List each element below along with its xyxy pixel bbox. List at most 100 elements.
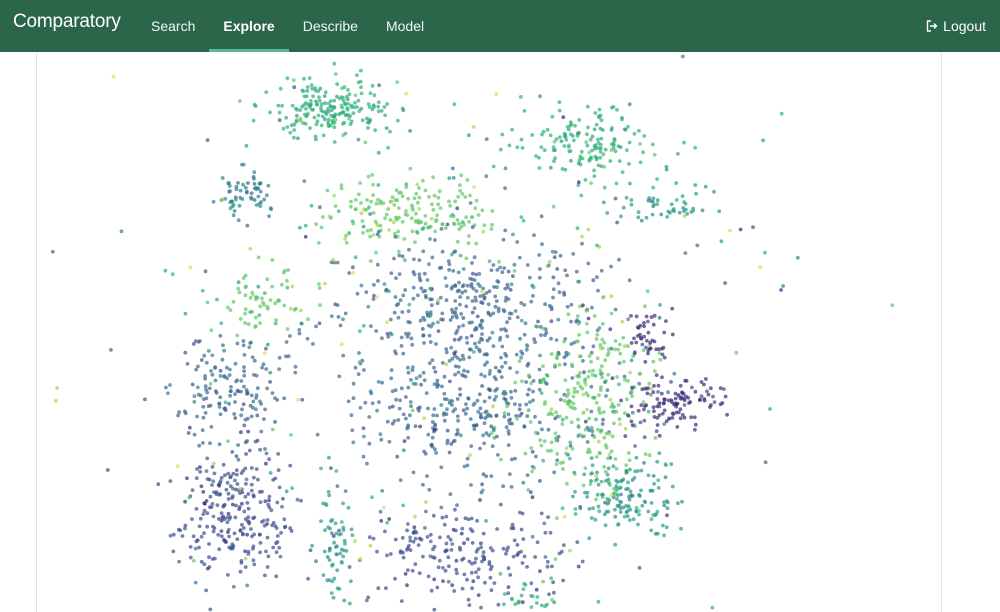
scatter-point[interactable] — [607, 432, 612, 437]
scatter-point[interactable] — [758, 265, 763, 270]
scatter-point[interactable] — [456, 194, 461, 199]
scatter-point[interactable] — [562, 339, 567, 344]
scatter-point[interactable] — [321, 215, 325, 219]
nav-item-describe[interactable]: Describe — [302, 18, 358, 34]
scatter-point[interactable] — [586, 316, 591, 321]
scatter-point[interactable] — [474, 556, 478, 561]
scatter-point[interactable] — [439, 317, 444, 322]
scatter-point[interactable] — [398, 398, 402, 403]
scatter-point[interactable] — [604, 394, 608, 398]
scatter-point[interactable] — [403, 288, 408, 292]
scatter-point[interactable] — [427, 361, 432, 365]
scatter-point[interactable] — [661, 523, 665, 528]
scatter-point[interactable] — [210, 353, 215, 358]
scatter-point[interactable] — [642, 461, 646, 465]
scatter-point[interactable] — [193, 339, 198, 343]
scatter-point[interactable] — [579, 149, 584, 154]
scatter-point[interactable] — [603, 379, 608, 383]
scatter-point[interactable] — [389, 376, 394, 381]
scatter-point[interactable] — [290, 103, 295, 108]
scatter-point[interactable] — [408, 413, 412, 418]
scatter-point[interactable] — [592, 127, 597, 132]
scatter-point[interactable] — [339, 520, 344, 524]
scatter-point[interactable] — [484, 174, 489, 179]
scatter-point[interactable] — [487, 562, 492, 567]
scatter-point[interactable] — [431, 208, 436, 212]
scatter-point[interactable] — [593, 111, 598, 115]
scatter-point[interactable] — [208, 607, 213, 612]
scatter-point[interactable] — [574, 339, 579, 344]
scatter-point[interactable] — [341, 133, 345, 138]
scatter-point[interactable] — [525, 414, 530, 418]
scatter-point[interactable] — [614, 181, 619, 186]
scatter-point[interactable] — [478, 324, 482, 328]
scatter-point[interactable] — [211, 461, 216, 466]
scatter-point[interactable] — [345, 97, 350, 102]
scatter-point[interactable] — [428, 532, 433, 537]
scatter-point[interactable] — [285, 125, 290, 129]
scatter-point[interactable] — [435, 413, 439, 418]
scatter-point[interactable] — [594, 455, 599, 459]
scatter-point[interactable] — [271, 478, 276, 482]
scatter-point[interactable] — [332, 140, 337, 144]
scatter-point[interactable] — [329, 113, 334, 118]
scatter-point[interactable] — [319, 102, 324, 106]
scatter-point[interactable] — [323, 101, 327, 106]
scatter-point[interactable] — [576, 417, 580, 422]
scatter-point[interactable] — [295, 497, 300, 502]
scatter-point[interactable] — [634, 314, 639, 319]
scatter-point[interactable] — [581, 410, 586, 415]
scatter-point[interactable] — [528, 400, 532, 404]
scatter-point[interactable] — [202, 531, 206, 536]
scatter-point[interactable] — [473, 206, 478, 211]
scatter-point[interactable] — [517, 407, 522, 412]
scatter-point[interactable] — [282, 303, 287, 308]
scatter-point[interactable] — [629, 358, 634, 363]
scatter-point[interactable] — [458, 253, 463, 258]
scatter-point[interactable] — [423, 214, 428, 218]
scatter-point[interactable] — [309, 83, 314, 87]
scatter-point[interactable] — [247, 345, 252, 350]
scatter-point[interactable] — [506, 412, 511, 417]
scatter-point[interactable] — [177, 559, 182, 564]
scatter-point[interactable] — [443, 549, 448, 554]
scatter-point[interactable] — [489, 424, 493, 429]
scatter-point[interactable] — [195, 414, 200, 419]
scatter-point[interactable] — [680, 194, 685, 199]
scatter-point[interactable] — [454, 517, 459, 522]
scatter-point[interactable] — [570, 446, 575, 451]
scatter-point[interactable] — [666, 390, 670, 395]
scatter-point[interactable] — [637, 128, 641, 133]
scatter-point[interactable] — [297, 328, 302, 332]
scatter-point[interactable] — [326, 124, 331, 128]
scatter-point[interactable] — [531, 398, 535, 403]
scatter-point[interactable] — [411, 296, 416, 301]
scatter-point[interactable] — [560, 422, 565, 426]
scatter-point[interactable] — [285, 76, 290, 81]
scatter-point[interactable] — [479, 541, 483, 546]
scatter-point[interactable] — [192, 558, 196, 563]
scatter-point[interactable] — [533, 555, 537, 559]
scatter-point[interactable] — [592, 168, 596, 173]
scatter-point[interactable] — [650, 142, 655, 147]
scatter-point[interactable] — [196, 364, 200, 369]
scatter-point[interactable] — [315, 432, 320, 437]
scatter-point[interactable] — [768, 407, 772, 411]
scatter-point[interactable] — [603, 500, 607, 505]
scatter-point[interactable] — [465, 406, 469, 411]
scatter-point[interactable] — [333, 204, 338, 209]
scatter-point[interactable] — [528, 490, 533, 495]
scatter-point[interactable] — [344, 240, 349, 245]
scatter-point[interactable] — [456, 370, 461, 375]
scatter-point[interactable] — [653, 436, 658, 440]
scatter-point[interactable] — [599, 385, 603, 390]
scatter-point[interactable] — [619, 398, 623, 403]
scatter-point[interactable] — [487, 372, 492, 376]
scatter-point[interactable] — [436, 298, 441, 302]
scatter-point[interactable] — [502, 414, 507, 419]
scatter-point[interactable] — [333, 302, 338, 307]
scatter-point[interactable] — [571, 252, 576, 256]
scatter-point[interactable] — [343, 311, 348, 316]
scatter-point[interactable] — [348, 204, 353, 209]
scatter-point[interactable] — [644, 314, 649, 319]
